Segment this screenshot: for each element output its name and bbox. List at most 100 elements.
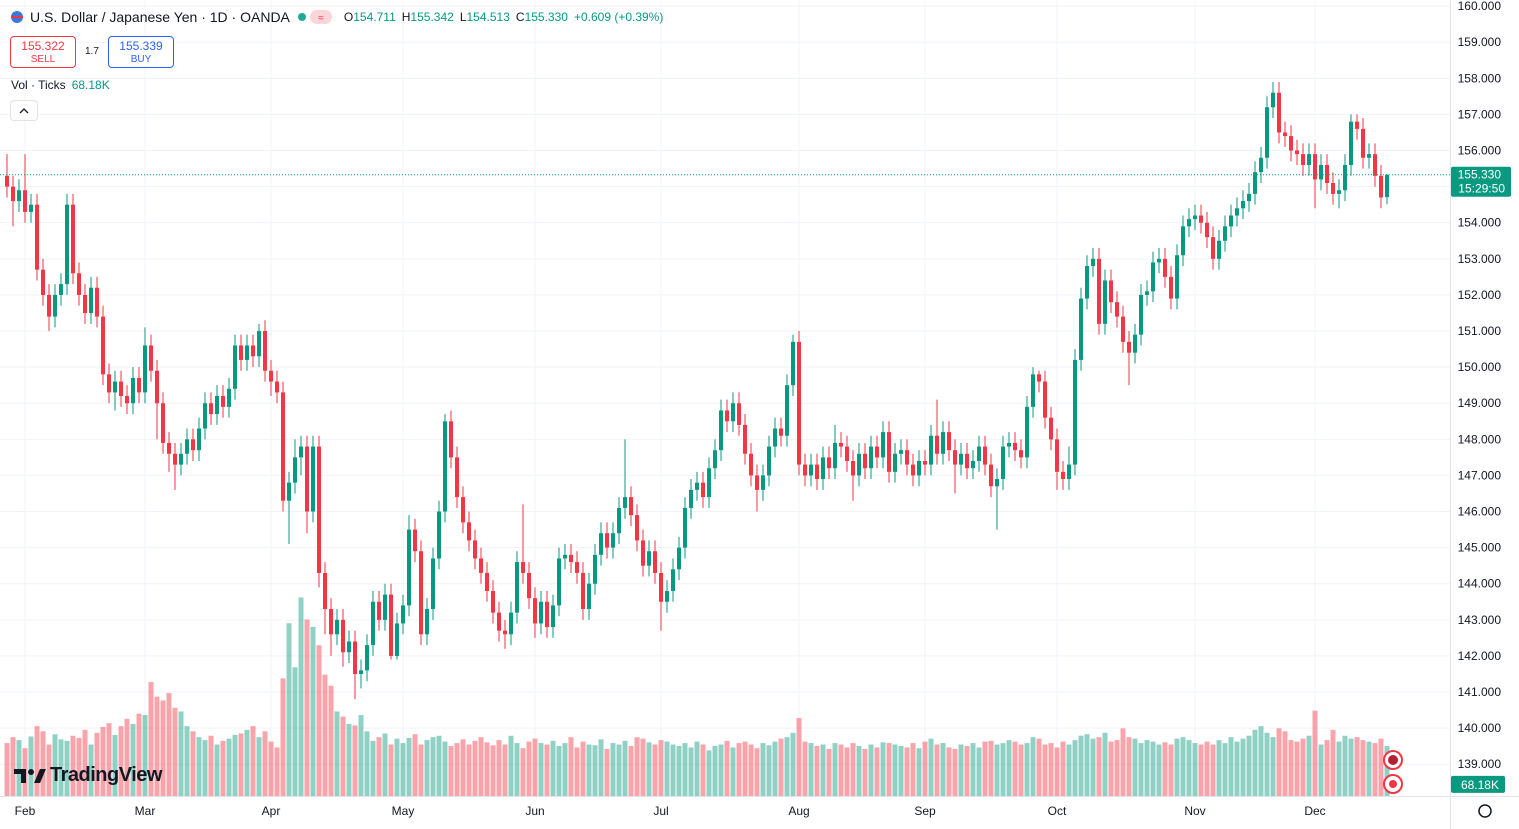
candle-body [1235, 208, 1239, 216]
volume-bar [274, 747, 280, 796]
volume-bar [328, 685, 334, 796]
candle-body [713, 450, 717, 469]
candle-body [155, 370, 159, 404]
volume-bar [1342, 735, 1348, 796]
volume-bar [1258, 726, 1264, 796]
candle-body [1265, 107, 1269, 158]
volume-bar [700, 744, 706, 796]
buy-button[interactable]: 155.339 BUY [108, 36, 174, 68]
candle-body [389, 594, 393, 656]
candle-body [1079, 298, 1083, 360]
candle-body [1217, 240, 1221, 259]
volume-bar [1252, 729, 1258, 796]
candle-body [1319, 164, 1323, 180]
volume-bar [490, 745, 496, 796]
candle-body [1241, 201, 1245, 209]
candle-body [575, 562, 579, 573]
volume-bar [940, 743, 946, 796]
volume-bar [286, 623, 292, 796]
volume-bar [832, 743, 838, 796]
volume-bar [838, 744, 844, 796]
volume-bar [196, 737, 202, 796]
candle-body [527, 572, 531, 599]
candle-body [269, 370, 273, 382]
candle-body [641, 540, 645, 566]
volume-bar [922, 741, 928, 796]
candle-body [923, 460, 927, 465]
symbol-title: U.S. Dollar / Japanese Yen · 1D · OANDA [30, 9, 290, 25]
candle-body [875, 446, 879, 458]
candle-body [545, 601, 549, 628]
y-tick-label: 159.000 [1458, 35, 1502, 49]
candle-body [1049, 417, 1053, 440]
candle-body [1199, 215, 1203, 223]
volume-bar [808, 743, 814, 796]
volume-bar [70, 735, 76, 796]
candle-body [551, 605, 555, 628]
volume-bar [1264, 732, 1270, 796]
candle-body [839, 442, 843, 447]
candle-body [275, 381, 279, 393]
volume-bar [1228, 737, 1234, 796]
volume-bar [694, 741, 700, 796]
candle-body [719, 410, 723, 451]
candle-body [377, 601, 381, 620]
volume-bar [886, 743, 892, 796]
sell-button[interactable]: 155.322 SELL [10, 36, 76, 68]
volume-bar [322, 674, 328, 796]
candle-body [353, 641, 357, 674]
buy-label: BUY [130, 54, 152, 65]
volume-bar [1060, 741, 1066, 796]
candle-body [137, 377, 141, 393]
volume-bar [292, 667, 298, 796]
candle-body [1043, 381, 1047, 418]
buy-price: 155.339 [119, 39, 163, 53]
volume-bar [256, 737, 262, 796]
volume-bar [562, 743, 568, 796]
volume-bar [1180, 737, 1186, 796]
volume-bar [1324, 740, 1330, 796]
candle-body [341, 619, 345, 653]
volume-bar [82, 729, 88, 796]
volume-bar [892, 744, 898, 796]
candle-body [989, 464, 993, 487]
volume-bar [1066, 744, 1072, 796]
volume-bar [526, 741, 532, 796]
volume-bar [628, 746, 634, 796]
candle-body [557, 558, 561, 606]
candle-body [977, 446, 981, 461]
candle-body [41, 269, 45, 295]
candle-body [293, 457, 297, 483]
candle-body [941, 432, 945, 454]
volume-bar [334, 711, 340, 796]
y-tick-label: 145.000 [1458, 541, 1502, 555]
volume-bar [790, 732, 796, 796]
settings-icon[interactable] [1478, 804, 1492, 818]
volume-bar [1000, 743, 1006, 796]
candle-body [233, 345, 237, 389]
volume-bar [472, 740, 478, 796]
collapse-button[interactable] [10, 100, 38, 121]
candle-body [869, 446, 873, 469]
volume-bar [238, 733, 244, 796]
candle-body [1067, 464, 1071, 480]
svg-text:≈: ≈ [318, 13, 324, 24]
candle-body [1133, 334, 1137, 353]
candle-body [779, 428, 783, 436]
last-price-badge [1451, 166, 1511, 197]
candle-body [587, 583, 591, 610]
candle-body [659, 572, 663, 602]
volume-bar [736, 743, 742, 796]
volume-bar [310, 626, 316, 796]
volume-bar [982, 741, 988, 796]
volume-bar [1048, 743, 1054, 796]
volume-bar [64, 740, 70, 796]
volume-bar [616, 744, 622, 796]
volume-bar [592, 745, 598, 796]
volume-bar [970, 743, 976, 796]
volume-bar [142, 715, 148, 796]
volume-bar [862, 748, 868, 796]
volume-bar [1282, 731, 1288, 796]
candle-body [1253, 172, 1257, 194]
